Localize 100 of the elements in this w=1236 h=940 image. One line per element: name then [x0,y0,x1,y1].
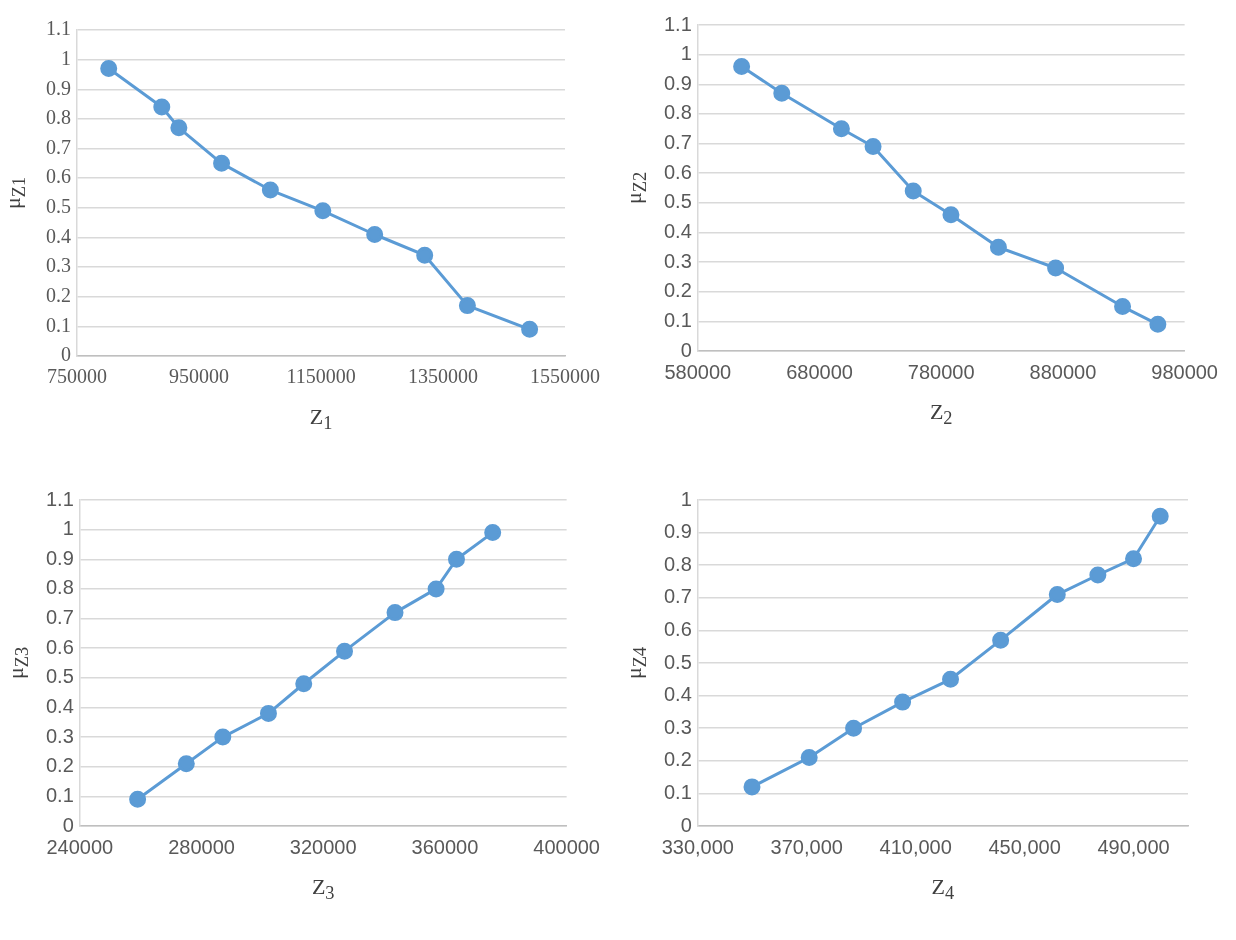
x-tick-label: 950000 [169,365,229,388]
point [1089,566,1107,584]
point [845,719,863,737]
y-tick-label: 0.8 [45,576,74,599]
y-tick-label: 1.1 [46,17,71,40]
y-tick-label: 0.5 [45,665,74,688]
point [214,728,232,746]
y-tick-label: 0.7 [45,606,74,629]
y-tick-label: 0.7 [46,135,71,158]
y-tick-label: 0.9 [663,520,692,543]
x-tick-label: 1150000 [286,365,356,388]
point [416,246,434,264]
y-tick-label: 0.8 [46,106,71,129]
y-tick-label: 0.1 [663,308,692,331]
x-tick-label: 400000 [533,835,601,858]
x-axis-title: Z$_{2}$ [929,399,953,430]
y-tick-label: 0.4 [663,683,692,706]
x-tick-label: 750000 [47,365,107,388]
point [295,675,313,693]
point [1114,298,1132,316]
point [733,57,751,75]
point [100,60,118,78]
y-tick-label: 1 [62,517,74,540]
y-tick-label: 0.2 [663,279,692,302]
y-tick-label: 0.4 [45,694,74,717]
point [447,550,465,568]
y-tick-label: 0.1 [663,780,692,803]
y-tick-label: 0.9 [46,76,71,99]
point [314,202,332,220]
y-tick-label: 0.2 [663,748,692,771]
point [904,182,922,200]
x-tick-label: 880000 [1029,360,1097,383]
y-tick-label: 0.2 [45,754,74,777]
x-tick-label: 1350000 [408,365,478,388]
x-axis-title: Z$_{1}$ [309,404,333,435]
y-tick-label: 0.1 [45,783,74,806]
x-axis-title: Z$_{4}$ [931,874,955,905]
y-tick-label: 0.6 [663,617,692,640]
y-tick-label: 0 [61,343,71,366]
x-tick-label: 680000 [786,360,853,383]
y-tick-label: 0.1 [46,313,71,336]
y-tick-label: 0.9 [45,546,74,569]
x-tick-label: 360000 [411,835,479,858]
point [942,206,960,224]
y-tick-label: 0.5 [663,190,692,213]
y-tick-label: 0.8 [663,101,692,124]
point [1149,315,1167,333]
x-tick-label: 980000 [1151,360,1219,383]
y-tick-label: 0.7 [663,585,692,608]
x-tick-label: 330,000 [661,835,734,858]
y-tick-label: 0.3 [46,254,71,277]
y-tick-label: 1.1 [663,12,692,35]
x-tick-label: 580000 [664,360,732,383]
y-tick-label: 0 [680,338,692,361]
y-tick-label: 0 [680,813,692,836]
y-tick-label: 0.5 [663,650,692,673]
y-tick-label: 0.9 [663,71,692,94]
y-tick-label: 0.3 [45,724,74,747]
y-tick-label: 1.1 [45,487,74,510]
y-tick-label: 0.6 [45,635,74,658]
point [129,790,147,808]
y-tick-label: 0.7 [663,131,692,154]
point [261,181,279,199]
point [484,524,502,542]
point [1151,507,1169,525]
point [386,604,404,622]
point [992,631,1010,649]
point [942,670,960,688]
point [366,225,384,243]
x-tick-label: 320000 [289,835,357,858]
y-tick-label: 0.5 [46,195,71,218]
x-tick-label: 490,000 [1097,835,1170,858]
point [989,238,1007,256]
point [213,154,231,172]
y-tick-label: 0.8 [663,552,692,575]
x-axis-title: Z$_{3}$ [311,874,335,905]
point [336,642,354,660]
x-tick-label: 280000 [168,835,235,858]
point [1125,550,1143,568]
point [1048,586,1066,604]
point [259,704,277,722]
point [177,755,195,773]
point [170,119,188,137]
y-tick-label: 0.3 [663,715,692,738]
y-tick-label: 0.4 [46,224,71,247]
point [832,120,850,138]
point [773,84,791,102]
y-tick-label: 1 [680,487,692,510]
y-tick-label: 0 [62,813,74,836]
y-tick-label: 1 [61,46,71,69]
y-tick-label: 0.6 [46,165,71,188]
x-tick-label: 780000 [907,360,975,383]
y-tick-label: 1 [680,42,692,65]
point [521,320,539,338]
point [153,98,171,116]
y-tick-label: 0.2 [46,283,71,306]
point [458,297,476,315]
y-tick-label: 0.6 [663,160,692,183]
y-tick-label: 0.4 [663,219,692,242]
x-tick-label: 240000 [46,835,114,858]
